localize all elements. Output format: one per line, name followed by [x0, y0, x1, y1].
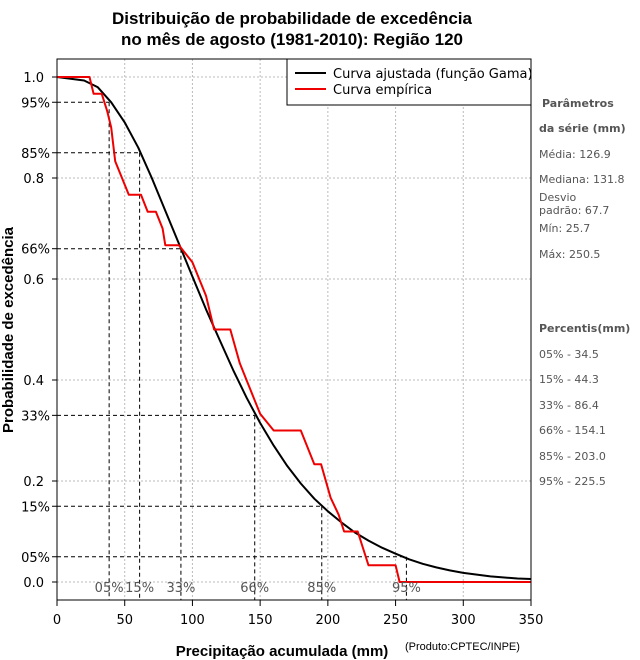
y-tick-label: 0.2 — [23, 475, 44, 490]
params-heading-1: Parâmetros — [542, 97, 614, 110]
param-min: Mín: 25.7 — [539, 222, 590, 235]
x-axis: 0 50 100 150 200 250 300 350 — [53, 600, 544, 628]
series-lines — [56, 76, 532, 583]
chart-title-line2: no mês de agosto (1981-2010): Região 120 — [121, 30, 463, 49]
percentil-95: 95% - 225.5 — [539, 475, 606, 488]
param-media: Média: 126.9 — [539, 148, 611, 161]
x-axis-title: Precipitação acumulada (mm) — [176, 643, 389, 660]
percentile-label: 95% — [392, 581, 421, 596]
percentil-15: 15% - 44.3 — [539, 373, 599, 386]
y-percent-tick-label: 05% — [21, 551, 50, 566]
y-percent-tick-label: 33% — [21, 409, 50, 424]
percentil-05: 05% - 34.5 — [539, 348, 599, 361]
x-tick-label: 300 — [451, 613, 476, 628]
x-tick-label: 250 — [383, 613, 408, 628]
y-axis-title: Probabilidade de excedência — [0, 226, 17, 433]
y-percent-tick-label: 85% — [21, 147, 50, 162]
percentil-66: 66% - 154.1 — [539, 424, 606, 437]
percentile-label: 66% — [240, 581, 269, 596]
legend-label-empirical: Curva empírica — [333, 83, 432, 98]
percentile-label: 05% — [95, 581, 124, 596]
y-percent-tick-label: 95% — [21, 96, 50, 111]
params-heading-2: da série (mm) — [539, 122, 626, 135]
percentile-guides — [57, 101, 407, 600]
y-tick-label: 0.4 — [23, 374, 44, 389]
percentile-label: 33% — [166, 581, 195, 596]
series-line-gamma — [56, 76, 532, 580]
percentile-label: 85% — [307, 581, 336, 596]
percentil-33: 33% - 86.4 — [539, 399, 599, 412]
y-tick-label: 0.0 — [23, 576, 44, 591]
y-tick-label: 0.8 — [23, 172, 44, 187]
percentile-labels: 05% 15% 33% 66% 85% 95% — [95, 581, 421, 596]
y-percent-axis: 95% 85% 66% 33% 15% 05% — [21, 96, 57, 566]
legend-box — [286, 58, 532, 106]
y-percent-tick-label: 66% — [21, 243, 50, 258]
x-tick-label: 350 — [519, 613, 544, 628]
y-axis: 0.0 0.2 0.4 0.6 0.8 1.0 — [23, 71, 57, 591]
y-tick-label: 0.6 — [23, 273, 44, 288]
plot-frame — [56, 58, 532, 601]
x-tick-label: 0 — [53, 613, 61, 628]
param-desvio-1: Desvio — [539, 191, 577, 204]
x-tick-label: 50 — [116, 613, 133, 628]
chart-title-line1: Distribuição de probabilidade de excedên… — [112, 9, 472, 28]
percentis-heading: Percentis(mm) — [539, 322, 630, 335]
x-tick-label: 200 — [315, 613, 340, 628]
grid — [57, 59, 531, 600]
series-parameters-panel: Parâmetros da série (mm) Média: 126.9 Me… — [539, 97, 630, 488]
y-percent-tick-label: 15% — [21, 500, 50, 515]
x-tick-label: 150 — [248, 613, 273, 628]
param-max: Máx: 250.5 — [539, 248, 600, 261]
x-tick-label: 100 — [180, 613, 205, 628]
percentil-85: 85% - 203.0 — [539, 450, 606, 463]
legend: Curva ajustada (função Gama) Curva empír… — [286, 58, 533, 106]
y-tick-label: 1.0 — [23, 71, 44, 86]
param-mediana: Mediana: 131.8 — [539, 173, 624, 186]
legend-label-gamma: Curva ajustada (função Gama) — [333, 67, 533, 82]
percentile-label: 15% — [125, 581, 154, 596]
series-line-empirical — [57, 76, 531, 583]
param-desvio-2: padrão: 67.7 — [539, 204, 609, 217]
credit-text: (Produto:CPTEC/INPE) — [405, 641, 520, 653]
